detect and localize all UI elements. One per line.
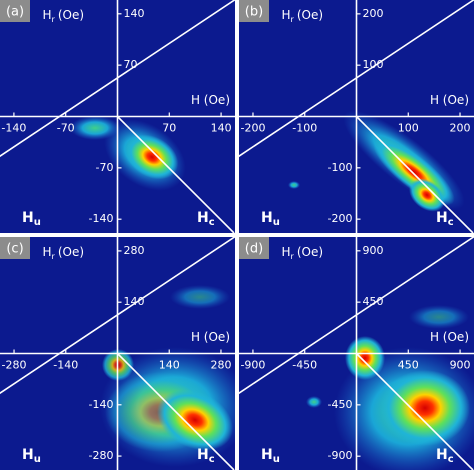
y-tick-label: -140 [89,212,114,225]
diagonal [0,0,235,158]
diagonal [239,0,474,158]
x-tick-label: 140 [159,359,180,372]
panel-label-box [0,0,30,22]
y-axis-label-part: r [52,252,56,261]
axis-name-part: H [436,447,448,463]
x-tick-label: -200 [240,122,265,135]
y-tick-label: -100 [328,161,353,174]
x-tick-label: -900 [240,359,265,372]
y-tick-label: 140 [124,295,145,308]
diagonal [116,352,235,470]
y-axis-label-part: H [282,245,291,259]
x-tick-label: -140 [53,359,78,372]
y-axis-label-part: r [52,15,56,24]
axis-name-part: H [436,210,448,226]
y-axis-label: Hr (Oe) [43,245,85,261]
axis-name-part: H [197,447,209,463]
axis-name-part: c [209,217,215,228]
y-axis-label-part: (Oe) [58,245,84,259]
y-axis-label-part: (Oe) [297,8,323,22]
y-tick-label: 140 [124,7,145,20]
y-axis-label: Hr (Oe) [43,8,85,24]
y-tick-label: 70 [124,58,138,71]
axis-name-part: u [34,454,41,465]
panel-label: (a) [6,5,24,20]
axis-name-part: u [273,454,280,465]
axis-name-part: u [34,217,41,228]
panel-label-box [239,237,269,259]
y-axis-label-part: r [291,15,295,24]
axis-name: Hc [197,447,215,465]
diagonal [116,115,235,233]
axis-name-part: c [448,454,454,465]
axis-name: Hu [261,210,280,228]
y-tick-label: -140 [89,398,114,411]
y-tick-label: 200 [363,7,384,20]
axis-name-part: c [448,217,454,228]
x-tick-label: 450 [398,359,419,372]
y-tick-label: -900 [328,449,353,462]
y-tick-label: 280 [124,244,145,257]
axis-name-part: H [261,447,273,463]
axis-name-part: H [22,447,34,463]
x-tick-label: 280 [210,359,231,372]
y-axis-label: Hr (Oe) [282,8,324,24]
x-tick-label: -70 [57,122,75,135]
y-tick-label: -280 [89,449,114,462]
axis-name-part: H [22,210,34,226]
x-tick-label: 100 [398,122,419,135]
axis-name: Hc [436,210,454,228]
axis-name: Hu [22,210,41,228]
y-tick-label: -200 [328,212,353,225]
x-axis-label: H (Oe) [430,93,469,107]
y-tick-label: 450 [363,295,384,308]
x-tick-label: 200 [450,122,471,135]
x-axis-label: H (Oe) [430,330,469,344]
panel-label: (d) [245,242,263,257]
axis-name-part: c [209,454,215,465]
panel-label-box [239,0,269,22]
x-tick-label: -280 [2,359,27,372]
axis-name: Hu [261,447,280,465]
y-axis-label: Hr (Oe) [282,245,324,261]
y-tick-label: -450 [328,398,353,411]
y-axis-label-part: (Oe) [58,8,84,22]
x-tick-label: 140 [211,122,232,135]
y-tick-label: 100 [363,58,384,71]
x-tick-label: 900 [450,359,471,372]
x-axis-label: H (Oe) [191,93,230,107]
y-tick-label: -70 [96,161,114,174]
axis-name: Hc [436,447,454,465]
axis-name-part: H [197,210,209,226]
x-tick-label: 70 [162,122,176,135]
y-axis-label-part: r [291,252,295,261]
diagonal [355,352,474,470]
y-axis-label-part: (Oe) [297,245,323,259]
y-tick-label: 900 [363,244,384,257]
axis-name: Hc [197,210,215,228]
x-axis-label: H (Oe) [191,330,230,344]
diagonal [239,237,474,395]
x-tick-label: -100 [292,122,317,135]
axis-name-part: H [261,210,273,226]
x-tick-label: -140 [1,122,26,135]
y-axis-label-part: H [43,8,52,22]
diagonal [355,115,474,233]
panel-label: (c) [6,242,23,257]
x-tick-label: -450 [292,359,317,372]
y-axis-label-part: H [43,245,52,259]
axis-name-part: u [273,217,280,228]
diagonal [0,237,235,395]
panel-label: (b) [245,5,263,20]
axis-name: Hu [22,447,41,465]
panel-label-box [0,237,30,259]
y-axis-label-part: H [282,8,291,22]
